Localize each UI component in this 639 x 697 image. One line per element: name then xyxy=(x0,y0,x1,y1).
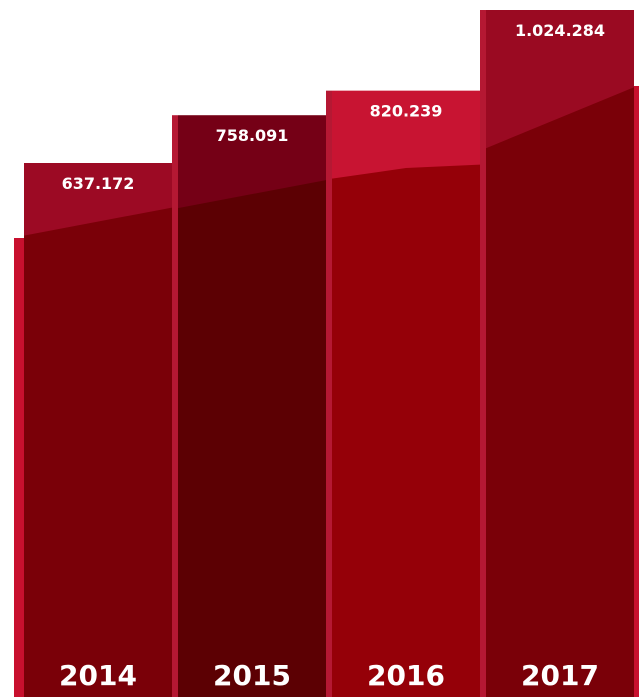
bar-value-label: 1.024.284 xyxy=(515,21,605,40)
bar-body-2015 xyxy=(178,180,326,697)
bar-value-label: 820.239 xyxy=(370,102,443,121)
left-side-strip xyxy=(14,238,24,697)
bar-separator xyxy=(172,115,178,697)
bar-value-label: 758.091 xyxy=(216,126,289,145)
right-side-strip xyxy=(634,86,639,697)
overlay-layer xyxy=(24,87,634,697)
x-tick-label: 2016 xyxy=(367,659,445,692)
x-tick-label: 2014 xyxy=(59,659,137,692)
bar-body-2016 xyxy=(332,164,480,697)
x-tick-label: 2015 xyxy=(213,659,291,692)
bar-separator xyxy=(326,90,332,697)
bar-value-label: 637.172 xyxy=(62,174,135,193)
bar-separator xyxy=(480,10,486,697)
labels-layer: 637.172 2014 758.091 2015 820.239 2016 1.024.2… xyxy=(59,21,605,692)
x-tick-label: 2017 xyxy=(521,659,599,692)
bar-body-2017 xyxy=(486,87,634,697)
bar-body-2014 xyxy=(24,207,172,697)
